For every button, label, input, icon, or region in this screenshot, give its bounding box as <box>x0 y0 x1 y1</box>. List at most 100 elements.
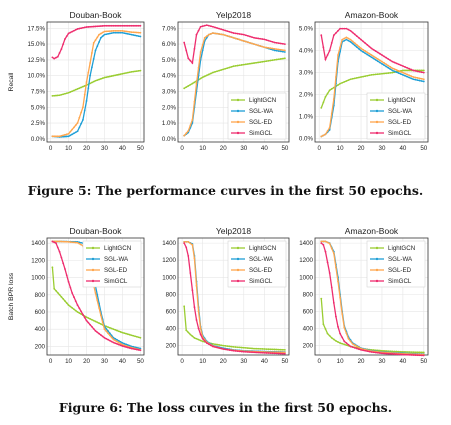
data-point <box>134 34 136 37</box>
y-tick-label: 2.0% <box>162 104 177 111</box>
data-point <box>87 71 90 74</box>
data-point <box>220 347 223 350</box>
x-tick-label: 10 <box>337 358 344 365</box>
plot-frame <box>46 237 145 356</box>
data-point <box>73 29 75 32</box>
x-tick-label: 40 <box>399 145 406 152</box>
data-point <box>226 348 229 351</box>
data-point <box>246 34 249 37</box>
data-point <box>381 62 383 65</box>
data-point <box>277 352 280 355</box>
data-point <box>220 69 223 71</box>
data-point <box>99 32 102 35</box>
data-point <box>191 289 194 291</box>
data-point <box>135 348 138 351</box>
data-point <box>410 354 413 356</box>
data-point <box>193 337 196 339</box>
data-point <box>73 132 75 135</box>
data-point <box>139 347 142 350</box>
data-point <box>339 332 342 335</box>
y-tick-label: 1000 <box>31 275 45 282</box>
data-point <box>322 101 325 104</box>
data-point <box>320 106 323 109</box>
data-point <box>328 272 331 274</box>
legend: LightGCN SGL-WA SGL-ED SimGCL <box>366 92 426 140</box>
data-point <box>123 72 126 75</box>
data-point <box>265 352 268 354</box>
data-point <box>412 351 415 354</box>
data-point <box>110 340 113 343</box>
data-point <box>238 38 241 41</box>
data-point <box>414 354 417 356</box>
data-point <box>387 64 390 67</box>
data-point <box>255 347 258 350</box>
data-point <box>82 85 84 88</box>
series-sgl-ed <box>51 29 142 138</box>
data-point <box>83 109 86 112</box>
data-point <box>408 69 411 72</box>
data-point <box>220 28 223 31</box>
data-point <box>389 350 392 353</box>
data-point <box>139 336 142 339</box>
data-point <box>56 55 59 58</box>
data-point <box>273 58 276 61</box>
data-point <box>193 47 196 50</box>
data-point <box>74 88 77 91</box>
data-point <box>112 29 115 32</box>
data-point <box>130 334 133 337</box>
legend-marker <box>236 279 240 283</box>
data-point <box>391 67 394 70</box>
data-point <box>358 348 360 351</box>
data-point <box>71 30 74 33</box>
data-point <box>374 73 377 76</box>
data-point <box>332 252 335 255</box>
data-point <box>101 321 104 324</box>
x-tick-label: 30 <box>379 145 386 152</box>
data-point <box>51 56 54 59</box>
data-point <box>55 242 57 245</box>
data-point <box>128 71 131 74</box>
data-point <box>232 32 235 34</box>
data-point <box>351 40 354 43</box>
data-point <box>112 338 115 341</box>
data-point <box>130 347 133 350</box>
series-line <box>52 25 141 60</box>
data-point <box>191 82 194 85</box>
data-point <box>191 62 194 64</box>
data-point <box>349 29 352 32</box>
series-simgcl <box>183 242 286 355</box>
data-point <box>134 346 136 349</box>
data-point <box>383 349 385 352</box>
data-point <box>137 31 140 34</box>
data-point <box>401 71 404 74</box>
data-point <box>116 329 118 332</box>
chart-title: Douban-Book <box>70 226 123 236</box>
legend-label: SGL-ED <box>249 119 273 126</box>
legend-label: LightGCN <box>249 97 276 104</box>
data-point <box>391 353 394 355</box>
data-point <box>253 347 255 350</box>
data-point <box>349 345 352 348</box>
data-point <box>80 27 83 30</box>
data-point <box>126 24 129 27</box>
data-point <box>62 134 65 137</box>
y-tick-label: 3.0% <box>162 88 177 95</box>
x-tick-label: 40 <box>399 358 406 365</box>
data-point <box>98 41 100 43</box>
data-point <box>137 349 140 351</box>
data-point <box>277 58 280 61</box>
data-point <box>112 341 115 344</box>
data-point <box>408 351 411 353</box>
data-point <box>320 297 323 300</box>
data-point <box>80 122 83 125</box>
data-point <box>406 69 408 72</box>
data-point <box>385 56 388 59</box>
data-point <box>220 344 223 347</box>
x-tick-label: 40 <box>261 358 268 365</box>
y-axis-label: Batch BPR loss <box>8 272 15 320</box>
data-point <box>267 352 270 354</box>
data-point <box>224 67 227 70</box>
data-point <box>374 351 377 354</box>
data-point <box>203 340 206 342</box>
legend-label: SGL-WA <box>249 108 274 115</box>
